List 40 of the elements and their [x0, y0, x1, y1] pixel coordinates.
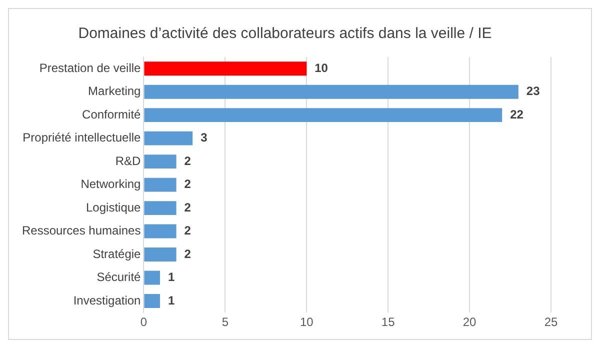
- bar: [144, 248, 176, 262]
- y-tick-label: R&D: [115, 154, 142, 168]
- chart-title: Domaines d’activité des collaborateurs actifs dans la veille / IE: [78, 25, 492, 42]
- x-tick-label: 25: [544, 315, 558, 330]
- y-tick-label: Investigation: [73, 293, 141, 308]
- data-label: 23: [526, 84, 540, 98]
- x-tick-label: 20: [462, 315, 477, 330]
- bar: [144, 224, 176, 238]
- bar: [144, 178, 176, 192]
- x-tick-label: 0: [140, 315, 148, 330]
- y-tick-label: Propriété intellectuelle: [22, 130, 142, 145]
- x-tick-label: 5: [222, 315, 229, 330]
- x-tick-label: 15: [381, 315, 396, 330]
- data-label: 2: [184, 246, 192, 261]
- data-label: 2: [184, 200, 192, 214]
- bar: [144, 108, 502, 122]
- y-tick-label: Stratégie: [92, 246, 142, 261]
- bar: [144, 270, 160, 285]
- y-tick-label: Sécurité: [96, 270, 142, 284]
- y-tick-label: Prestation de veille: [39, 60, 142, 75]
- data-label: 3: [200, 130, 208, 145]
- bar: [144, 84, 518, 99]
- x-tick-label: 10: [300, 315, 314, 330]
- y-tick-label: Conformité: [82, 107, 142, 122]
- bar: [144, 294, 160, 308]
- data-label: 2: [184, 154, 192, 168]
- bar: [144, 131, 193, 146]
- data-label: 2: [184, 177, 192, 192]
- data-label: 2: [184, 224, 192, 238]
- data-label: 1: [168, 270, 176, 284]
- data-label: 22: [510, 107, 524, 122]
- y-tick-label: Logistique: [86, 200, 142, 214]
- data-label: 10: [314, 60, 328, 75]
- bar: [144, 154, 176, 169]
- bar: [144, 201, 176, 216]
- y-tick-label: Marketing: [88, 84, 141, 98]
- bar: [144, 62, 307, 76]
- y-tick-label: Ressources humaines: [22, 224, 141, 238]
- data-label: 1: [168, 293, 176, 308]
- y-tick-label: Networking: [80, 177, 141, 192]
